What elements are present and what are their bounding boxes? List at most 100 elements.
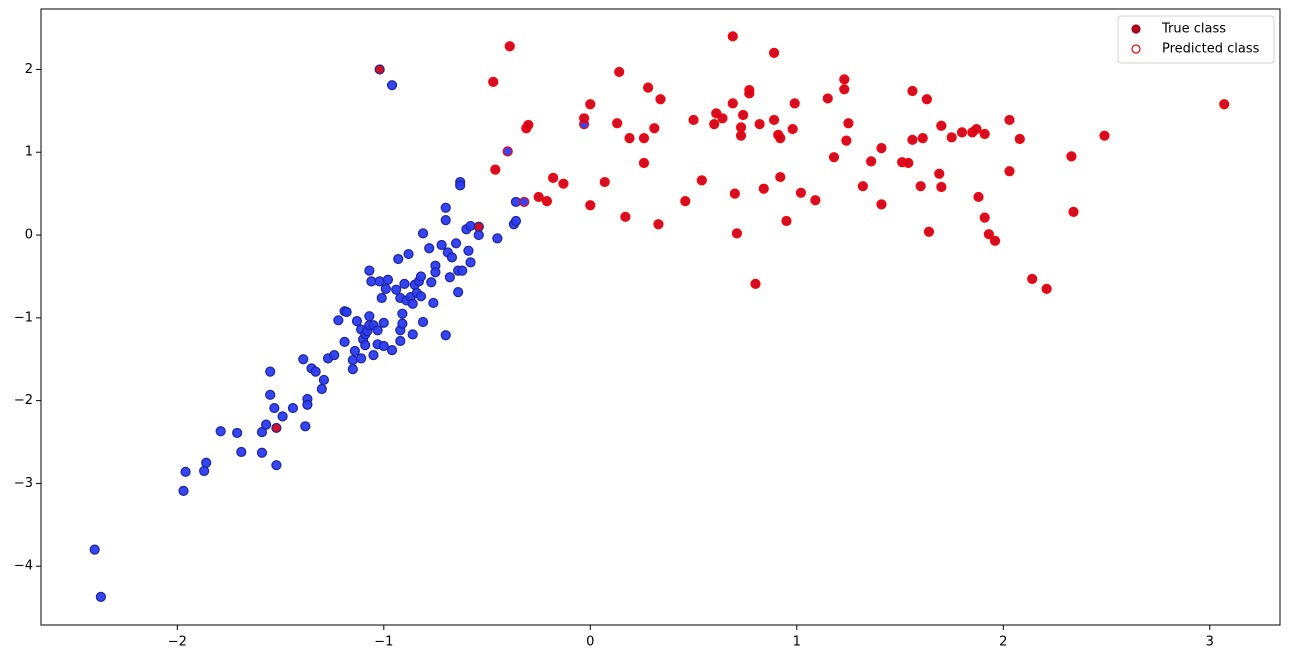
point bbox=[585, 99, 596, 110]
point bbox=[510, 196, 522, 208]
point bbox=[393, 253, 404, 265]
point bbox=[374, 64, 385, 75]
point bbox=[643, 82, 654, 93]
point bbox=[649, 123, 660, 134]
point bbox=[339, 336, 350, 347]
point bbox=[558, 178, 569, 189]
point bbox=[271, 422, 282, 434]
point bbox=[548, 172, 559, 184]
point bbox=[624, 133, 635, 144]
point bbox=[533, 191, 544, 203]
point bbox=[775, 171, 786, 183]
point bbox=[758, 183, 769, 194]
point bbox=[839, 74, 850, 85]
point bbox=[453, 287, 464, 298]
point bbox=[653, 219, 664, 230]
point bbox=[473, 221, 484, 232]
point bbox=[744, 88, 755, 99]
point bbox=[923, 226, 935, 237]
point bbox=[428, 297, 439, 309]
point bbox=[921, 94, 932, 105]
point bbox=[876, 142, 887, 154]
point bbox=[180, 466, 191, 477]
point bbox=[457, 265, 468, 276]
point bbox=[333, 315, 344, 326]
point bbox=[504, 41, 515, 52]
point bbox=[866, 156, 877, 167]
point bbox=[1099, 130, 1110, 141]
point bbox=[415, 271, 427, 282]
point bbox=[347, 354, 358, 366]
point bbox=[787, 123, 798, 135]
point bbox=[655, 94, 666, 105]
point bbox=[915, 181, 926, 192]
point bbox=[983, 229, 994, 240]
point bbox=[614, 66, 625, 78]
legend-label: Predicted class bbox=[1162, 42, 1260, 57]
point bbox=[232, 427, 243, 439]
y-tick-label: −1 bbox=[14, 310, 33, 325]
point bbox=[424, 243, 435, 254]
y-tick-label: 1 bbox=[25, 145, 33, 160]
point bbox=[318, 374, 330, 386]
point bbox=[265, 366, 276, 377]
point bbox=[455, 180, 466, 191]
point bbox=[737, 109, 749, 121]
point bbox=[386, 345, 398, 356]
point bbox=[260, 419, 272, 430]
point bbox=[599, 176, 610, 188]
point bbox=[374, 276, 385, 287]
point bbox=[731, 228, 743, 239]
point bbox=[316, 383, 327, 395]
point bbox=[735, 122, 747, 133]
point bbox=[488, 76, 499, 87]
point bbox=[397, 318, 408, 329]
point bbox=[946, 132, 957, 143]
point bbox=[366, 276, 377, 287]
point bbox=[979, 128, 990, 140]
point bbox=[368, 349, 379, 361]
point bbox=[828, 152, 840, 163]
point bbox=[839, 84, 850, 95]
point bbox=[407, 329, 418, 340]
point bbox=[1068, 206, 1079, 217]
point bbox=[399, 278, 410, 289]
point bbox=[265, 389, 276, 400]
y-tick-label: −2 bbox=[14, 393, 33, 408]
point bbox=[450, 238, 462, 249]
plot-frame bbox=[40, 8, 1281, 626]
point bbox=[578, 113, 590, 124]
point bbox=[298, 354, 309, 365]
point bbox=[446, 252, 458, 263]
point bbox=[347, 364, 358, 375]
point bbox=[729, 188, 740, 199]
point bbox=[391, 284, 402, 295]
point bbox=[440, 215, 451, 226]
point bbox=[403, 248, 414, 260]
point bbox=[215, 426, 226, 437]
point bbox=[430, 267, 441, 278]
point bbox=[612, 118, 623, 129]
legend-box bbox=[1117, 15, 1275, 64]
point bbox=[680, 195, 691, 207]
point bbox=[727, 31, 738, 42]
point bbox=[727, 98, 738, 109]
point bbox=[436, 239, 447, 251]
point bbox=[269, 402, 280, 414]
point bbox=[510, 215, 522, 227]
point bbox=[735, 130, 747, 141]
point bbox=[843, 118, 854, 129]
point bbox=[397, 308, 408, 319]
point bbox=[378, 340, 389, 352]
point bbox=[417, 316, 429, 328]
point bbox=[417, 228, 429, 239]
point bbox=[395, 335, 406, 347]
point bbox=[355, 353, 367, 364]
point bbox=[822, 93, 833, 104]
point bbox=[841, 135, 852, 146]
point bbox=[709, 118, 720, 130]
legend-marker bbox=[1131, 44, 1141, 54]
point bbox=[95, 591, 106, 602]
point bbox=[903, 157, 914, 169]
